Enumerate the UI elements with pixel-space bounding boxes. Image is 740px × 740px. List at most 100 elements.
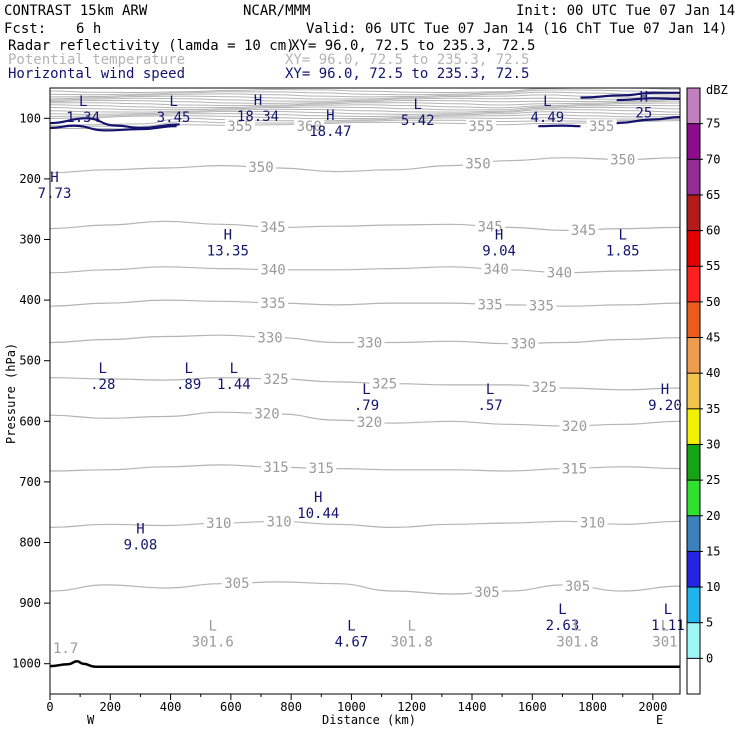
y-axis-label: Pressure (hPa) <box>4 343 18 444</box>
x-tick-label: 1800 <box>578 700 607 714</box>
wind-high-marker: H <box>661 382 669 398</box>
y-tick-label: 100 <box>19 111 41 125</box>
wind-extremum-value: 25 <box>635 105 652 121</box>
colorbar-swatch <box>687 88 700 124</box>
x-tick-label: 0 <box>46 700 53 714</box>
theta-label-340: 340 <box>483 262 508 278</box>
x-tick-label: 2000 <box>638 700 667 714</box>
colorbar-label: 60 <box>706 224 720 238</box>
theta-label-bg <box>586 119 617 133</box>
theta-label-bg <box>607 152 638 166</box>
x-tick-label: 1000 <box>337 700 366 714</box>
theta-label-bg <box>529 379 560 393</box>
y-tick-label: 700 <box>19 475 41 489</box>
wind-extremum-value: .57 <box>477 398 502 414</box>
y-tick-label: 400 <box>19 293 41 307</box>
x-tick-label: 1200 <box>397 700 426 714</box>
theta-low-marker: L <box>408 618 416 634</box>
colorbar-label: 55 <box>706 259 720 273</box>
theta-label-bg <box>255 330 286 344</box>
theta-label-330: 330 <box>357 336 382 352</box>
colorbar-units: dBZ <box>706 83 728 97</box>
west-label: W <box>87 713 95 727</box>
theta-label-bg <box>544 265 575 279</box>
theta-upper-label: 355 <box>468 119 493 135</box>
theta-contour-labels: 350 350 350 345 345 345 340 340 340 335 335 335 330 3… <box>203 119 638 601</box>
wind-extremum-value: 1.11 <box>651 618 685 634</box>
colorbar-label: 70 <box>706 152 720 166</box>
theta-label-325: 325 <box>372 376 397 392</box>
wind-low-marker: L <box>184 361 192 377</box>
wind-extremum-value: .79 <box>354 398 379 414</box>
upper-theta-line <box>50 111 680 118</box>
valid-time: Valid: 06 UTC Tue 07 Jan 14 (16 ChT Tue … <box>306 21 727 37</box>
theta-label-bg <box>354 335 385 349</box>
wind-low-marker: L <box>169 94 177 110</box>
wind-extremum-value: 4.49 <box>531 110 565 126</box>
y-tick-label: 500 <box>19 354 41 368</box>
theta-label-345: 345 <box>477 219 502 235</box>
theta-extremum-value: 301.6 <box>192 634 234 650</box>
wind-extremum-value: 9.04 <box>482 244 516 260</box>
colorbar-frame <box>686 87 701 695</box>
wind-low-marker: L <box>619 228 627 244</box>
theta-label-bg <box>526 298 557 312</box>
theta-label-bg <box>475 219 506 233</box>
wind-extremum-value: .89 <box>176 377 201 393</box>
upper-theta-line <box>50 89 680 96</box>
theta-label-315: 315 <box>562 461 587 477</box>
theta-label-310: 310 <box>206 516 231 532</box>
terrain-height-label: 1.7 <box>53 641 78 657</box>
wind-extremum-value: 9.20 <box>648 398 682 414</box>
wind-low-marker: L <box>79 94 87 110</box>
theta-label-bg <box>258 220 289 234</box>
colorbar-label: 25 <box>706 473 720 487</box>
theta-extremum-value: 301.8 <box>556 634 598 650</box>
colorbar-swatch <box>687 551 700 588</box>
theta-label-350: 350 <box>465 156 490 172</box>
wind-high-marker: H <box>326 108 334 124</box>
theta-label-305: 305 <box>565 579 590 595</box>
colorbar-swatch <box>687 159 700 195</box>
wind-extremum-value: 1.34 <box>66 110 100 126</box>
wind-extremum-value: 9.08 <box>124 537 158 553</box>
x-axis: 0 200 400 600 800 1000 1200 1400 1600 1800 2000 <box>46 694 667 714</box>
field-name-reflectivity: Radar reflectivity (lamda = 10 cm) <box>8 38 295 54</box>
upper-theta-line <box>50 91 680 98</box>
theta-label-315: 315 <box>309 461 334 477</box>
colorbar-label: 10 <box>706 580 720 594</box>
theta-label-bg <box>466 119 497 133</box>
theta-contour-325 <box>50 377 680 391</box>
colorbar-swatch <box>687 301 700 338</box>
theta-label-305: 305 <box>224 576 249 592</box>
theta-label-bg <box>354 414 385 428</box>
theta-label-bg <box>203 516 234 530</box>
upper-theta-line <box>50 94 680 100</box>
wind-extremum-value: 1.44 <box>217 377 251 393</box>
theta-upper-label: 355 <box>227 119 252 135</box>
colorbar-swatch <box>687 194 700 231</box>
theta-label-325: 325 <box>263 372 288 388</box>
theta-label-325: 325 <box>532 380 557 396</box>
theta-label-bg <box>559 461 590 475</box>
terrain-line <box>49 660 680 668</box>
wind-low-marker: L <box>543 94 551 110</box>
theta-label-320: 320 <box>254 407 279 423</box>
colorbar-swatch <box>687 230 700 267</box>
upper-theta-line <box>50 118 680 128</box>
wind-contour <box>616 97 680 102</box>
x-axis-label: Distance (km) <box>322 713 416 727</box>
theta-label-340: 340 <box>547 266 572 282</box>
colorbar-label: 30 <box>706 437 720 451</box>
wind-contours <box>50 91 680 132</box>
init-time: Init: 00 UTC Tue 07 Jan 14 <box>516 3 735 19</box>
upper-theta-line <box>50 117 680 127</box>
wind-low-marker: L <box>486 382 494 398</box>
y-tick-label: 600 <box>19 414 41 428</box>
colorbar-swatch <box>687 622 700 659</box>
colorbar-label: 20 <box>706 509 720 523</box>
theta-label-bg <box>508 336 539 350</box>
theta-contour-340 <box>50 266 680 274</box>
y-tick-label: 900 <box>19 596 41 610</box>
